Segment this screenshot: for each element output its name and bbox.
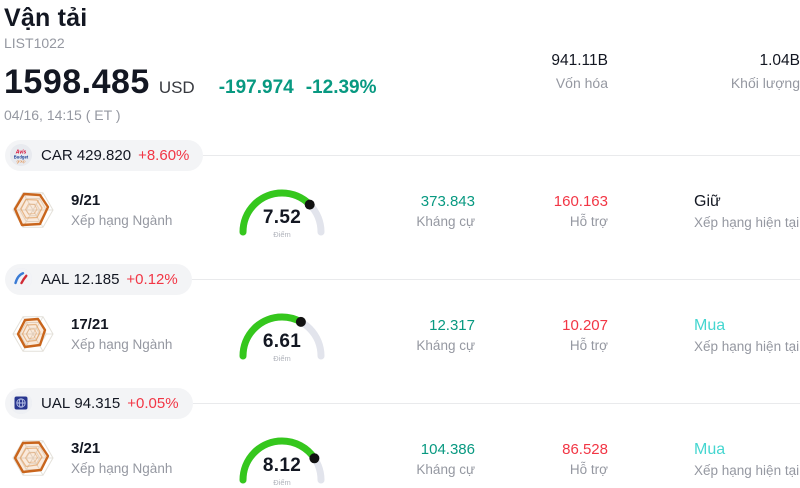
industry-rank-text: 9/21 Xếp hạng Ngành bbox=[71, 192, 172, 228]
header: Vận tải LIST1022 1598.485 USD -197.974 -1… bbox=[0, 0, 800, 133]
svg-text:group: group bbox=[17, 160, 26, 164]
row-divider bbox=[192, 402, 800, 404]
rank-label: Xếp hạng Ngành bbox=[71, 213, 173, 228]
rank-value: 9/21 bbox=[71, 192, 101, 209]
radar-chart-icon bbox=[12, 192, 54, 228]
score-gauge: 8.12 Điểm bbox=[236, 431, 328, 488]
resistance-label: Kháng cự bbox=[416, 214, 475, 229]
rank-value: 3/21 bbox=[71, 440, 101, 457]
support-label: Hỗ trợ bbox=[569, 462, 608, 477]
score-label: Điểm bbox=[273, 354, 291, 363]
ticker-and-price: UAL 94.315 bbox=[41, 394, 121, 412]
support-value: 160.163 bbox=[553, 193, 608, 210]
industry-rank-group: 3/21 Xếp hạng Ngành bbox=[10, 435, 172, 481]
resistance-block: 12.317 Kháng cự bbox=[310, 317, 475, 353]
rating-block: Mua Xếp hạng hiện tại bbox=[694, 441, 800, 478]
list-id: LIST1022 bbox=[4, 35, 65, 51]
resistance-value: 12.317 bbox=[429, 317, 475, 334]
rating-value: Mua bbox=[694, 441, 726, 458]
radar-chart-icon bbox=[12, 316, 54, 352]
rank-value: 17/21 bbox=[71, 316, 109, 333]
change-percent: +8.60% bbox=[138, 146, 190, 164]
resistance-label: Kháng cự bbox=[416, 338, 475, 353]
market-cap-label: Vốn hóa bbox=[555, 75, 608, 91]
score-gauge: 7.52 Điểm bbox=[236, 183, 328, 243]
ticker-pill-row: UAL 94.315 +0.05% bbox=[0, 387, 800, 419]
ticker-pill-ual[interactable]: UAL 94.315 +0.05% bbox=[5, 387, 193, 419]
score-label: Điểm bbox=[273, 478, 291, 487]
support-block: 86.528 Hỗ trợ bbox=[443, 441, 608, 477]
change-percent: +0.12% bbox=[126, 270, 178, 288]
row-divider bbox=[191, 278, 800, 280]
rating-label: Xếp hạng hiện tại bbox=[694, 215, 800, 230]
timestamp: 04/16, 14:15 ( ET ) bbox=[4, 107, 121, 123]
score-value: 8.12 bbox=[262, 455, 302, 476]
stock-row-car[interactable]: 9/21 Xếp hạng Ngành 7.52 Điểm 373.843 Kh… bbox=[0, 183, 800, 257]
rating-label: Xếp hạng hiện tại bbox=[694, 339, 800, 354]
change-percent: +0.05% bbox=[127, 394, 179, 412]
support-block: 160.163 Hỗ trợ bbox=[443, 193, 608, 229]
rank-label: Xếp hạng Ngành bbox=[71, 461, 173, 476]
ticker-pill-row: Avis Budget group CAR 429.820 +8.60% bbox=[0, 139, 800, 171]
industry-rank-group: 9/21 Xếp hạng Ngành bbox=[10, 187, 172, 233]
stock-row-aal[interactable]: 17/21 Xếp hạng Ngành 6.61 Điểm 12.317 Kh… bbox=[0, 307, 800, 381]
resistance-value: 104.386 bbox=[420, 441, 475, 458]
resistance-value: 373.843 bbox=[420, 193, 475, 210]
resistance-block: 373.843 Kháng cự bbox=[310, 193, 475, 229]
rating-value: Giữ bbox=[694, 193, 721, 210]
ticker-and-price: CAR 429.820 bbox=[41, 146, 132, 164]
index-change-pct: -12.39% bbox=[305, 77, 377, 98]
svg-text:Avis: Avis bbox=[15, 150, 27, 156]
stock-row-ual[interactable]: 3/21 Xếp hạng Ngành 8.12 Điểm 104.386 Kh… bbox=[0, 431, 800, 488]
industry-rank-text: 3/21 Xếp hạng Ngành bbox=[71, 440, 172, 476]
volume-stat: 1.04B Khối lượng bbox=[700, 52, 800, 91]
american-airlines-logo-icon bbox=[10, 268, 32, 290]
support-label: Hỗ trợ bbox=[569, 338, 608, 353]
index-change: -197.974 -12.39% bbox=[219, 77, 377, 99]
resistance-block: 104.386 Kháng cự bbox=[310, 441, 475, 477]
rating-block: Mua Xếp hạng hiện tại bbox=[694, 317, 800, 354]
avis-budget-logo-icon: Avis Budget group bbox=[10, 144, 32, 166]
support-value: 10.207 bbox=[562, 317, 608, 334]
rank-label: Xếp hạng Ngành bbox=[71, 337, 173, 352]
stock-section-aal: AAL 12.185 +0.12% bbox=[0, 263, 800, 381]
industry-rank-text: 17/21 Xếp hạng Ngành bbox=[71, 316, 172, 352]
score-gauge: 6.61 Điểm bbox=[236, 307, 328, 367]
score-value: 7.52 bbox=[262, 207, 302, 228]
page-title: Vận tải bbox=[4, 4, 88, 32]
support-value: 86.528 bbox=[562, 441, 608, 458]
rating-label: Xếp hạng hiện tại bbox=[694, 463, 800, 478]
rating-value: Mua bbox=[694, 317, 726, 334]
industry-rank-group: 17/21 Xếp hạng Ngành bbox=[10, 311, 172, 357]
score-label: Điểm bbox=[273, 230, 291, 239]
row-divider bbox=[203, 154, 800, 156]
market-cap-stat: 941.11B Vốn hóa bbox=[498, 52, 608, 91]
ticker-pill-aal[interactable]: AAL 12.185 +0.12% bbox=[5, 263, 192, 295]
support-block: 10.207 Hỗ trợ bbox=[443, 317, 608, 353]
rating-block: Giữ Xếp hạng hiện tại bbox=[694, 193, 800, 230]
index-price: 1598.485 bbox=[4, 63, 150, 101]
svg-text:Budget: Budget bbox=[14, 155, 29, 160]
stock-section-ual: UAL 94.315 +0.05% bbox=[0, 387, 800, 488]
volume-label: Khối lượng bbox=[730, 75, 800, 91]
stock-section-car: Avis Budget group CAR 429.820 +8.60% bbox=[0, 139, 800, 257]
volume-value: 1.04B bbox=[759, 52, 800, 69]
market-cap-value: 941.11B bbox=[551, 52, 608, 69]
score-value: 6.61 bbox=[262, 331, 302, 352]
ticker-pill-row: AAL 12.185 +0.12% bbox=[0, 263, 800, 295]
resistance-label: Kháng cự bbox=[416, 462, 475, 477]
ticker-pill-car[interactable]: Avis Budget group CAR 429.820 +8.60% bbox=[5, 139, 204, 171]
index-price-row: 1598.485 USD -197.974 -12.39% bbox=[4, 63, 800, 102]
radar-chart-icon bbox=[12, 440, 54, 476]
support-label: Hỗ trợ bbox=[569, 214, 608, 229]
ticker-and-price: AAL 12.185 bbox=[41, 270, 120, 288]
currency-label: USD bbox=[158, 78, 195, 97]
united-airlines-logo-icon bbox=[10, 392, 32, 414]
index-change-abs: -197.974 bbox=[218, 77, 294, 98]
